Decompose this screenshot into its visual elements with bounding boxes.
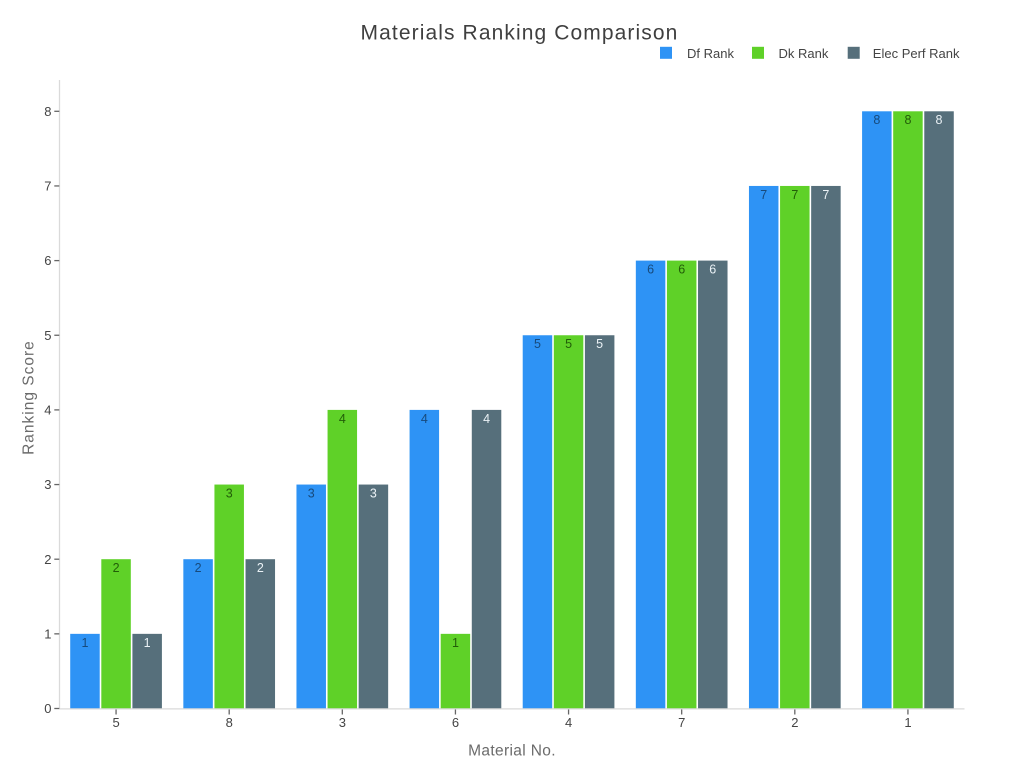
svg-text:4: 4 (44, 403, 51, 418)
svg-text:7: 7 (44, 179, 51, 194)
svg-text:8: 8 (226, 715, 233, 730)
svg-text:1: 1 (144, 636, 151, 650)
svg-text:0: 0 (44, 701, 51, 716)
svg-text:2: 2 (113, 561, 120, 575)
svg-text:1: 1 (452, 636, 459, 650)
svg-text:8: 8 (936, 113, 943, 127)
svg-text:4: 4 (483, 412, 490, 426)
svg-text:5: 5 (44, 328, 51, 343)
svg-text:7: 7 (678, 715, 685, 730)
svg-text:Elec Perf Rank: Elec Perf Rank (873, 46, 960, 61)
svg-text:8: 8 (873, 113, 880, 127)
svg-text:4: 4 (339, 412, 346, 426)
svg-text:2: 2 (44, 552, 51, 567)
svg-text:8: 8 (44, 104, 51, 119)
svg-text:6: 6 (678, 263, 685, 277)
svg-text:Material No.: Material No. (468, 742, 556, 759)
svg-text:4: 4 (421, 412, 428, 426)
svg-text:3: 3 (370, 486, 377, 500)
svg-text:6: 6 (647, 263, 654, 277)
svg-text:5: 5 (596, 337, 603, 351)
svg-text:4: 4 (565, 715, 572, 730)
svg-text:2: 2 (791, 715, 798, 730)
svg-text:2: 2 (195, 561, 202, 575)
svg-text:2: 2 (257, 561, 264, 575)
svg-text:Df Rank: Df Rank (687, 46, 734, 61)
svg-text:6: 6 (709, 263, 716, 277)
svg-text:3: 3 (308, 486, 315, 500)
svg-text:3: 3 (339, 715, 346, 730)
svg-text:5: 5 (534, 337, 541, 351)
svg-text:3: 3 (226, 486, 233, 500)
svg-text:Dk Rank: Dk Rank (779, 46, 829, 61)
svg-text:6: 6 (452, 715, 459, 730)
svg-text:8: 8 (904, 113, 911, 127)
svg-text:1: 1 (44, 626, 51, 641)
svg-text:1: 1 (81, 636, 88, 650)
svg-text:Ranking Score: Ranking Score (21, 340, 38, 455)
svg-text:7: 7 (791, 188, 798, 202)
svg-text:5: 5 (112, 715, 119, 730)
svg-text:1: 1 (904, 715, 911, 730)
svg-text:7: 7 (760, 188, 767, 202)
svg-text:Materials Ranking Comparison: Materials Ranking Comparison (361, 22, 679, 45)
svg-text:5: 5 (565, 337, 572, 351)
svg-text:3: 3 (44, 477, 51, 492)
svg-text:6: 6 (44, 253, 51, 268)
svg-text:7: 7 (822, 188, 829, 202)
